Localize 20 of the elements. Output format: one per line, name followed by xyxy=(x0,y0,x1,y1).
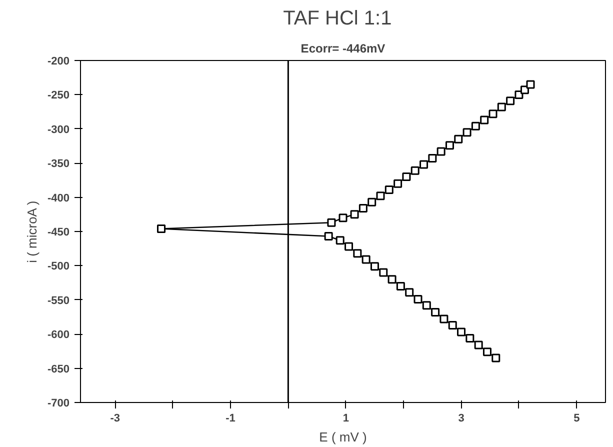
y-tick-label: -550 xyxy=(47,294,70,307)
y-tick-label: -600 xyxy=(47,329,70,342)
y-tick-label: -700 xyxy=(47,398,70,410)
y-tick-label: -200 xyxy=(47,56,70,68)
y-tick-label: -250 xyxy=(47,90,70,102)
y-tick-label: -450 xyxy=(47,226,70,238)
y-tick-label: -350 xyxy=(47,158,70,170)
chart-subtitle: Ecorr= -446mV xyxy=(300,42,386,56)
chart-title: TAF HCl 1:1 xyxy=(283,8,392,30)
x-tick-label: -1 xyxy=(226,412,236,424)
x-axis-title: E ( mV ) xyxy=(319,430,367,444)
x-tick-label: 1 xyxy=(342,412,349,424)
y-tick-label: -500 xyxy=(47,260,70,273)
x-tick-label: 3 xyxy=(458,412,464,424)
y-axis-title: i ( microA ) xyxy=(24,200,40,263)
x-tick-label: 5 xyxy=(574,412,580,424)
y-tick-label: -400 xyxy=(47,192,70,204)
x-tick-label: -3 xyxy=(110,412,120,424)
y-tick-label: -650 xyxy=(47,363,70,376)
y-tick-label: -300 xyxy=(47,124,70,136)
